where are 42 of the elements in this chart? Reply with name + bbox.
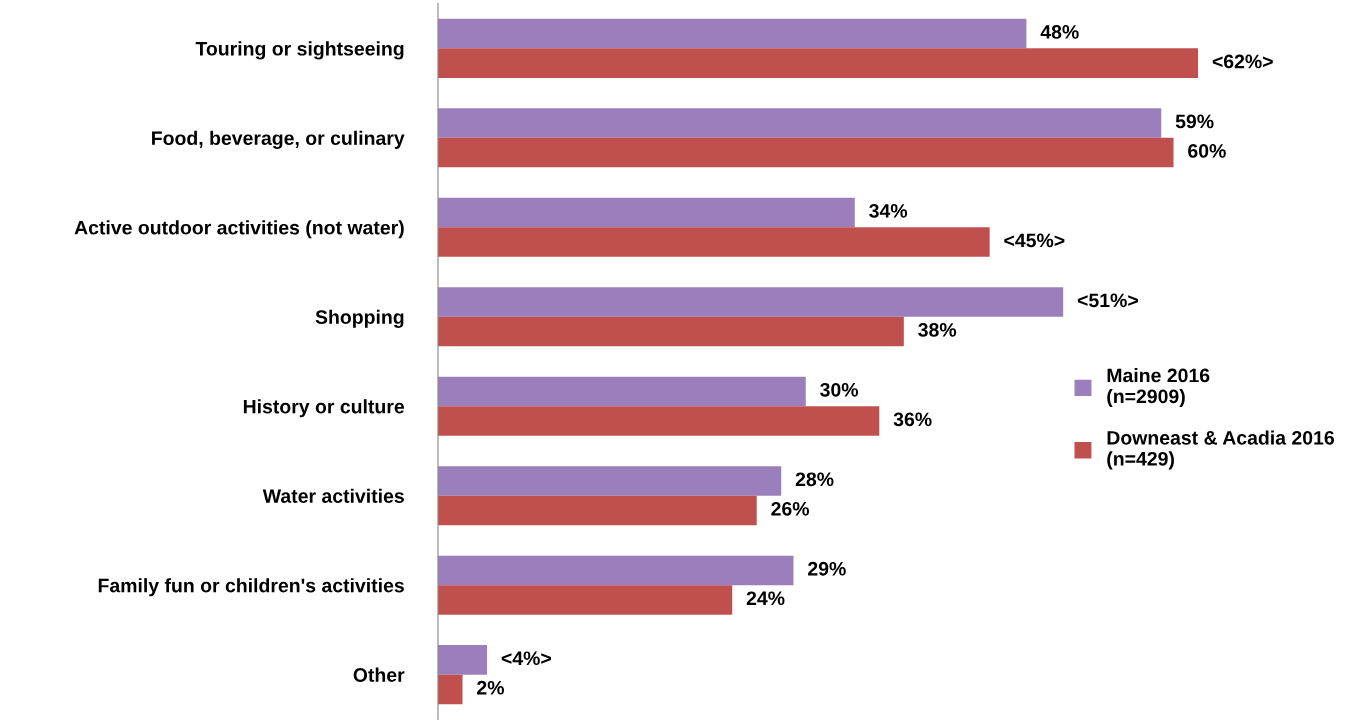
legend-label: Downeast & Acadia 2016 (n=429) <box>1107 430 1334 470</box>
data-label: 60% <box>1188 144 1226 158</box>
bar <box>438 495 757 526</box>
data-label: 34% <box>869 203 908 218</box>
bar <box>438 108 1162 138</box>
bar <box>438 376 806 407</box>
data-label: 48% <box>1040 25 1079 39</box>
bar <box>438 406 880 436</box>
y-tick-label: Other <box>353 667 405 682</box>
y-tick-label: History or culture <box>243 399 405 418</box>
data-label: 24% <box>746 591 785 606</box>
bar <box>438 645 488 675</box>
bar <box>438 316 904 347</box>
data-label: <62%> <box>1212 54 1273 69</box>
data-label: 36% <box>893 412 932 427</box>
data-label: <51%> <box>1077 293 1138 308</box>
bar <box>438 48 1199 78</box>
data-label: 2% <box>477 680 504 695</box>
data-label: 29% <box>808 561 846 576</box>
y-tick-label: Shopping <box>315 309 404 328</box>
data-label: 38% <box>918 322 957 337</box>
bar <box>438 466 782 496</box>
y-tick-label: Active outdoor activities (not water) <box>74 220 404 239</box>
bar <box>438 555 794 586</box>
data-label: 30% <box>820 382 859 397</box>
y-tick-label: Family fun or children's activities <box>98 578 404 597</box>
data-label: <45%> <box>1004 233 1065 248</box>
bar <box>438 197 855 228</box>
data-label: <4%> <box>501 651 551 666</box>
bar <box>438 674 463 705</box>
legend-label: Maine 2016 (n=2909) <box>1107 368 1210 408</box>
bar <box>438 137 1174 168</box>
bar <box>438 287 1064 317</box>
y-tick-label: Touring or sightseeing <box>195 41 404 60</box>
bar <box>438 585 733 615</box>
data-label: 26% <box>771 501 810 516</box>
bar <box>438 227 990 257</box>
y-tick-label: Food, beverage, or culinary <box>152 130 405 149</box>
y-tick-label: Water activities <box>262 488 404 503</box>
data-label: 59% <box>1175 114 1214 129</box>
data-label: 28% <box>795 472 834 487</box>
bar <box>438 18 1027 49</box>
